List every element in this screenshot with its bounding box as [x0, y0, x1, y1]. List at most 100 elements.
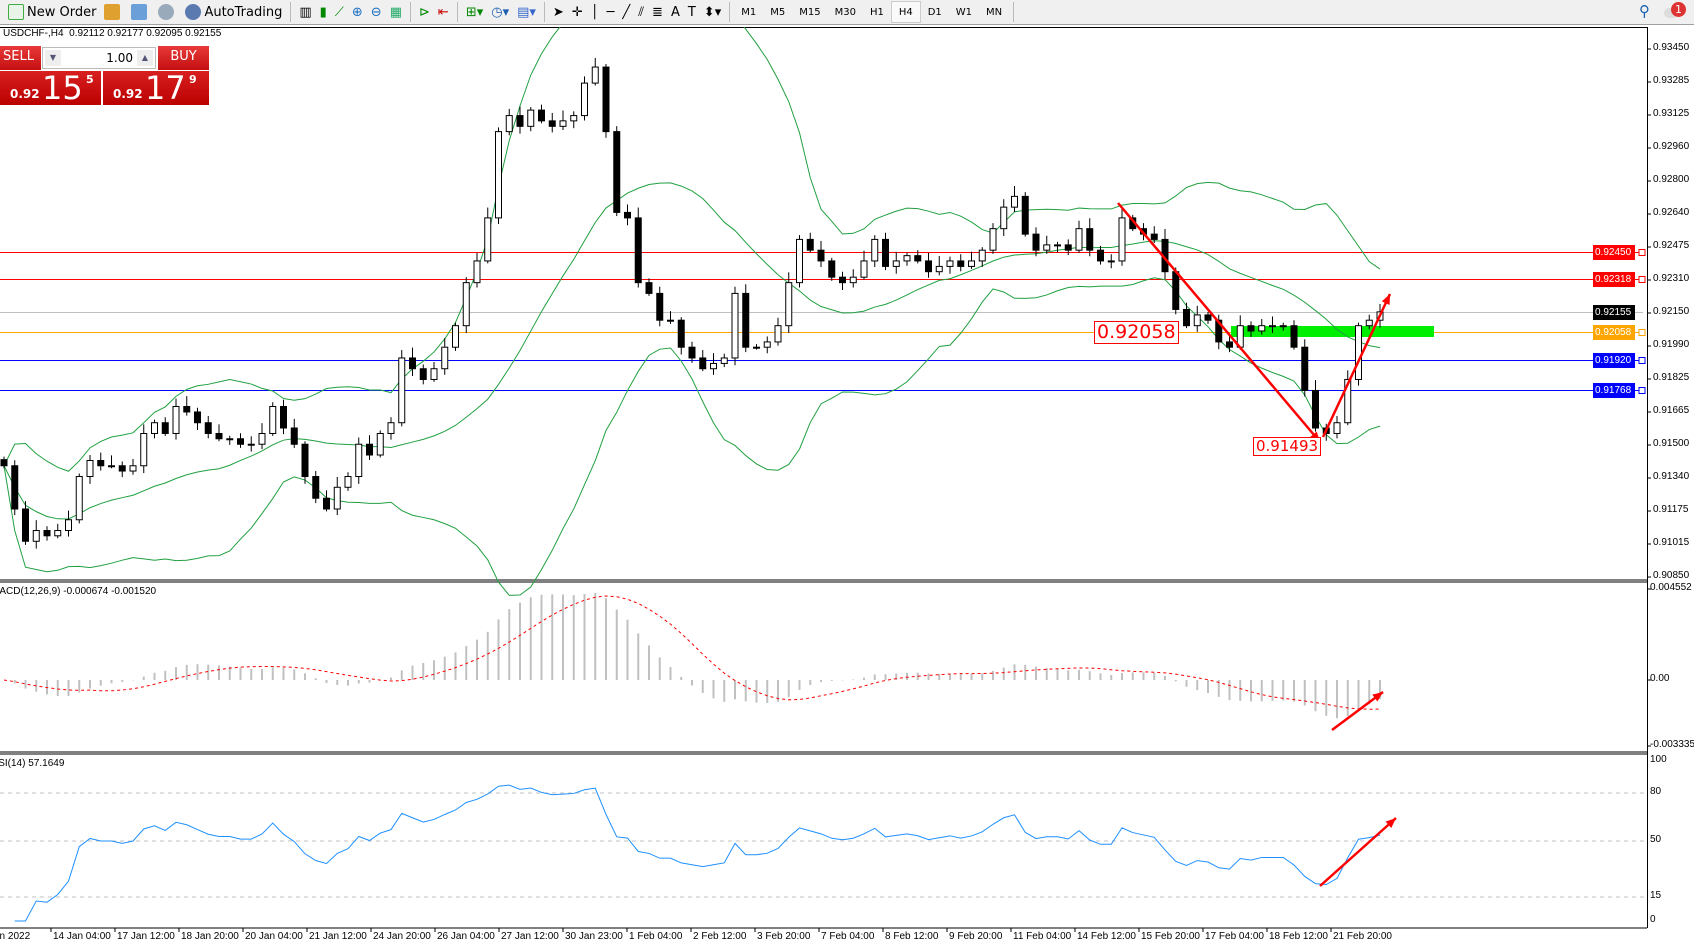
price-tick-label: 0.91500 — [1653, 438, 1690, 449]
bull-candle — [484, 217, 492, 262]
equidistant-channel-tool[interactable]: ⫽ — [638, 4, 645, 20]
candlestick-button[interactable]: ▮ — [319, 4, 327, 20]
chart-window[interactable]: USDCHF-,H4 0.92112 0.92177 0.92095 0.921… — [0, 27, 1694, 943]
cursor-tool[interactable]: ➤ — [552, 4, 564, 20]
bear-candle — [290, 427, 298, 445]
time-axis-label: 2 Feb 12:00 — [693, 931, 747, 942]
bear-candle — [806, 238, 814, 251]
crosshair-tool[interactable]: ✛ — [571, 4, 583, 20]
price-tick-label: 0.92150 — [1653, 306, 1690, 317]
bull-candle — [591, 66, 599, 84]
bull-candle — [968, 260, 975, 267]
time-axis-label: 17 Feb 04:00 — [1205, 931, 1264, 942]
timeframe-m5[interactable]: M5 — [770, 6, 786, 18]
periods-button[interactable]: ◷▾ — [491, 4, 510, 20]
zoom-in-button[interactable]: ⊕ — [351, 4, 363, 20]
timeframe-d1[interactable]: D1 — [927, 6, 942, 18]
bear-candle — [280, 405, 287, 429]
bull-candle — [172, 405, 180, 434]
bull-candle — [860, 260, 868, 278]
bear-candle — [925, 260, 932, 273]
buy-button[interactable]: BUY — [158, 46, 209, 70]
timeframe-h1[interactable]: H1 — [869, 6, 884, 18]
bull-candle — [903, 255, 911, 262]
time-axis-label: 7 Feb 04:00 — [821, 931, 875, 942]
level-annotation[interactable]: 0.92058 — [1094, 321, 1179, 344]
text-label-tool[interactable]: T — [687, 4, 696, 20]
navigator-button[interactable] — [127, 1, 154, 23]
tile-windows-button[interactable]: ▦ — [389, 4, 402, 20]
bull-candle — [527, 109, 535, 127]
price-tick-label: 0.93285 — [1653, 75, 1690, 86]
bull-candle — [355, 443, 363, 478]
arrows-tool[interactable]: ⬍▾ — [703, 4, 722, 20]
line-chart-button[interactable]: ⟋ — [334, 4, 344, 20]
chart-header: USDCHF-,H4 0.92112 0.92177 0.92095 0.921… — [3, 28, 221, 39]
bear-candle — [419, 368, 427, 380]
bull-candle — [1054, 244, 1061, 247]
bear-candle — [43, 530, 51, 537]
bear-candle — [323, 497, 330, 510]
price-tick-label: 0.90850 — [1653, 570, 1690, 581]
bull-candle — [140, 432, 148, 467]
diamond-icon — [104, 4, 121, 20]
trendline-tool[interactable]: ╱ — [622, 4, 631, 20]
bull-candle — [1333, 422, 1341, 434]
auto-scroll-button[interactable]: ⊳ — [419, 4, 430, 20]
time-axis-label: 8 Feb 12:00 — [885, 931, 939, 942]
templates-button[interactable]: ▤▾ — [517, 4, 536, 20]
horizontal-line-tool[interactable]: ─ — [606, 4, 615, 20]
autotrading-button[interactable]: AutoTrading — [181, 1, 286, 23]
increase-lot-button[interactable]: ▲ — [137, 50, 153, 66]
fibonacci-tool[interactable]: ≣ — [652, 4, 663, 20]
ohlc-values: 0.92112 0.92177 0.92095 0.92155 — [69, 28, 222, 39]
bear-candle — [699, 357, 707, 370]
divider — [729, 2, 731, 22]
chart-shift-button[interactable]: ⇤ — [437, 4, 449, 20]
bear-candle — [237, 438, 244, 445]
bull-candle — [32, 530, 40, 542]
bear-candle — [118, 465, 126, 472]
timeframe-m1[interactable]: M1 — [741, 6, 757, 18]
sell-button[interactable]: SELL — [0, 46, 41, 70]
time-axis-label: 18 Feb 12:00 — [1269, 931, 1328, 942]
ask-price[interactable]: 0.92 17 9 — [103, 69, 209, 107]
price-tick-label: 0.91665 — [1653, 405, 1690, 416]
price-tick-label: 0.91990 — [1653, 339, 1690, 350]
search-icon[interactable]: ⚲ — [1639, 2, 1650, 20]
bear-candle — [538, 109, 545, 122]
time-axis-label: 20 Jan 04:00 — [245, 931, 303, 942]
price-tick-label: 0.91340 — [1653, 471, 1690, 482]
bull-candle — [462, 282, 470, 327]
toolbar: New Order AutoTrading ▥ ▮ ⟋ ⊕ ⊖ ▦ ⊳ ⇤ ⊞▾… — [0, 0, 1694, 25]
bull-candle — [796, 238, 803, 284]
time-axis-label: 30 Jan 23:00 — [565, 931, 623, 942]
bull-candle — [1365, 319, 1373, 327]
bear-candle — [409, 357, 416, 370]
rsi-tick-label: 15 — [1650, 890, 1662, 901]
timeframe-m30[interactable]: M30 — [834, 6, 856, 18]
decrease-lot-button[interactable]: ▼ — [45, 50, 61, 66]
market-watch-button[interactable] — [100, 1, 127, 23]
divider — [290, 2, 292, 22]
vertical-line-tool[interactable]: │ — [590, 4, 599, 20]
lot-size-stepper[interactable]: ▼ 1.00 ▲ — [42, 47, 156, 69]
signals-button[interactable] — [154, 1, 181, 23]
lot-size-input[interactable]: 1.00 — [106, 51, 133, 65]
zoom-out-button[interactable]: ⊖ — [370, 4, 382, 20]
bear-candle — [1301, 346, 1309, 391]
low-annotation[interactable]: 0.91493 — [1253, 437, 1322, 456]
timeframe-mn[interactable]: MN — [986, 6, 1003, 18]
bid-price[interactable]: 0.92 15 5 — [0, 69, 101, 107]
bull-candle — [1043, 244, 1051, 251]
timeframe-h4[interactable]: H4 — [890, 1, 921, 23]
notifications-button[interactable]: 1 — [1664, 2, 1686, 20]
indicators-button[interactable]: ⊞▾ — [465, 4, 484, 20]
bar-chart-button[interactable]: ▥ — [299, 4, 312, 20]
timeframe-w1[interactable]: W1 — [955, 6, 973, 18]
text-tool[interactable]: A — [670, 4, 680, 20]
chart-canvas[interactable] — [0, 27, 1694, 943]
new-order-button[interactable]: New Order — [4, 1, 100, 23]
bollinger-lower — [3, 277, 1381, 596]
timeframe-m15[interactable]: M15 — [799, 6, 821, 18]
